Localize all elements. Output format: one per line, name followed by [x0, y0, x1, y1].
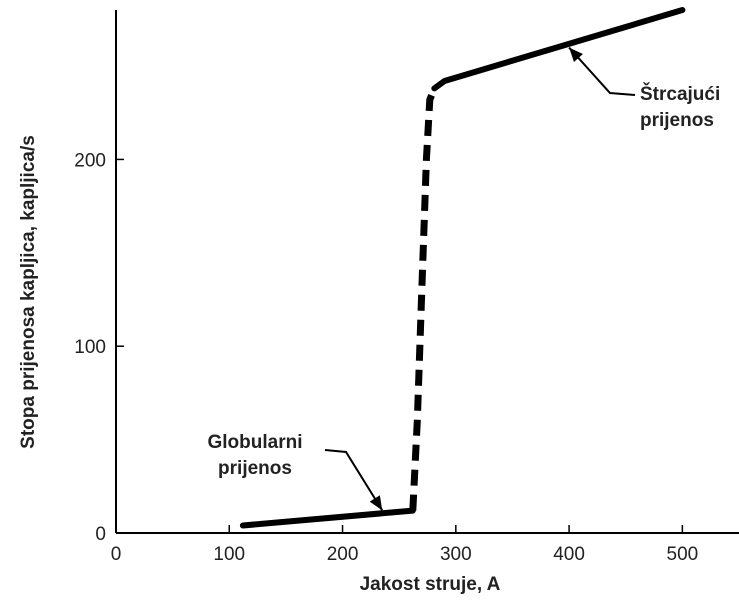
- data-layer: [239, 7, 686, 529]
- x-tick-label-4: 400: [553, 544, 585, 565]
- axes-layer: 0 100 200 300 400 500 0 100 200: [74, 10, 739, 565]
- annotation-leader-0: [324, 449, 384, 511]
- y-tick-label-0: 0: [95, 524, 106, 545]
- y-axis-title: Stopa prijenosa kapljica, kapljica/s: [18, 135, 39, 449]
- x-axis-title: Jakost struje, A: [360, 574, 501, 595]
- annotation-label-0-0: Globularni: [208, 432, 303, 453]
- annotation-layer: Globularni prijenos Štrcajući prijenos: [208, 46, 720, 511]
- annotation-arrowhead-0: [369, 495, 383, 511]
- series-line-2: [431, 7, 686, 92]
- x-tick-label-3: 300: [440, 544, 472, 565]
- annotation-label-0-1: prijenos: [218, 458, 292, 479]
- annotation-arrowhead-1: [569, 47, 583, 63]
- x-tick-label-5: 500: [667, 544, 699, 565]
- x-tick-label-1: 100: [213, 544, 245, 565]
- y-tick-label-2: 200: [74, 150, 106, 171]
- annotation-label-1-0: Štrcajući: [640, 83, 720, 105]
- series-line-1: [409, 87, 438, 511]
- x-tick-label-2: 200: [327, 544, 359, 565]
- x-tick-label-0: 0: [111, 544, 122, 565]
- annotation-label-1-1: prijenos: [640, 110, 714, 131]
- annotation-leader-1: [568, 46, 636, 96]
- y-tick-label-1: 100: [74, 337, 106, 358]
- series-line-0: [239, 507, 416, 529]
